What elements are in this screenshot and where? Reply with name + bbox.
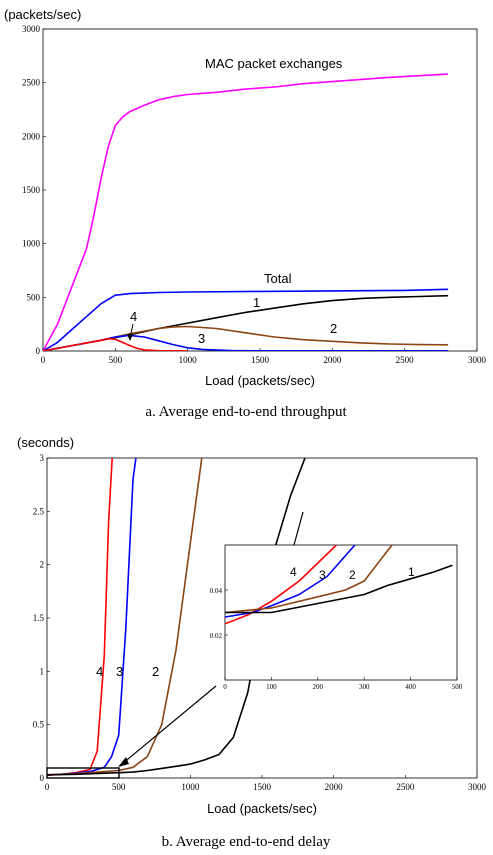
inset-y-tick-label: 0.04 bbox=[210, 587, 223, 595]
throughput-series-line-total bbox=[43, 288, 449, 351]
inset-connector bbox=[293, 511, 304, 546]
inset-y-tick-label: 0.02 bbox=[210, 632, 223, 640]
delay-x-tick-label: 1000 bbox=[181, 782, 200, 792]
total-series-label: Total bbox=[264, 271, 292, 286]
throughput-y-tick-label: 2500 bbox=[22, 78, 41, 88]
throughput-x-tick-label: 2500 bbox=[396, 355, 415, 365]
throughput-y-tick-label: 1500 bbox=[22, 185, 41, 195]
delay-series-line-2 bbox=[47, 458, 203, 776]
inset-x-tick-label: 400 bbox=[405, 683, 416, 691]
inset-label-2: 2 bbox=[349, 568, 356, 582]
delay-series-2-label: 2 bbox=[152, 664, 159, 679]
inset-x-tick-label: 300 bbox=[359, 683, 370, 691]
mac-series-label: MAC packet exchanges bbox=[205, 56, 343, 71]
delay-series-3-label: 3 bbox=[116, 664, 123, 679]
throughput-caption: a. Average end-to-end throughput bbox=[145, 404, 347, 420]
throughput-series bbox=[43, 73, 449, 351]
inset-series bbox=[225, 545, 453, 625]
delay-unit-label: (seconds) bbox=[17, 435, 74, 450]
throughput-series-line-1 bbox=[43, 294, 449, 351]
throughput-x-tick-label: 1500 bbox=[251, 355, 270, 365]
zoom-region-box bbox=[46, 767, 120, 779]
throughput-y-ticks: 0 500 1000 1500 2000 2500 3000 bbox=[22, 24, 46, 356]
delay-y-tick-label: 0 bbox=[40, 773, 45, 783]
throughput-unit-label: (packets/sec) bbox=[4, 7, 81, 22]
delay-x-tick-label: 2500 bbox=[396, 782, 415, 792]
delay-inset-chart: 0 100 200 300 400 500 0.02 0.04 4 3 2 1 bbox=[210, 544, 463, 691]
series-4-pointer-arrowhead bbox=[127, 334, 133, 341]
delay-y-tick-label: 3 bbox=[40, 453, 45, 463]
zoom-arrowhead bbox=[118, 757, 129, 767]
series-4-label: 4 bbox=[130, 309, 137, 324]
throughput-y-tick-label: 1000 bbox=[22, 239, 41, 249]
series-3-label: 3 bbox=[198, 331, 205, 346]
throughput-y-tick-label: 2000 bbox=[22, 131, 41, 141]
inset-x-tick-label: 0 bbox=[223, 683, 227, 691]
inset-x-tick-label: 100 bbox=[266, 683, 277, 691]
delay-y-tick-label: 2 bbox=[40, 560, 45, 570]
delay-x-tick-label: 0 bbox=[45, 782, 50, 792]
throughput-x-tick-label: 2000 bbox=[323, 355, 342, 365]
delay-chart: (seconds) 0 500 1000 1500 2000 2500 3000 00.51… bbox=[17, 435, 487, 850]
throughput-x-tick-label: 1000 bbox=[179, 355, 198, 365]
delay-series-4-label: 4 bbox=[96, 664, 103, 679]
delay-caption: b. Average end-to-end delay bbox=[162, 834, 331, 850]
throughput-x-tick-label: 0 bbox=[41, 355, 46, 365]
zoom-arrow bbox=[121, 685, 217, 765]
throughput-series-line-4 bbox=[43, 337, 188, 351]
delay-y-tick-label: 0.5 bbox=[33, 720, 45, 730]
inset-label-4: 4 bbox=[290, 565, 297, 579]
throughput-x-tick-label: 500 bbox=[109, 355, 123, 365]
inset-x-tick-label: 200 bbox=[313, 683, 324, 691]
delay-y-tick-label: 1.5 bbox=[33, 613, 45, 623]
inset-x-tick-label: 500 bbox=[452, 683, 463, 691]
inset-x-ticks: 0 100 200 300 400 500 bbox=[223, 677, 463, 691]
delay-series-line-4 bbox=[47, 458, 113, 777]
delay-x-tick-label: 500 bbox=[112, 782, 126, 792]
inset-series-line-1 bbox=[225, 564, 453, 614]
throughput-y-tick-label: 0 bbox=[36, 346, 41, 356]
delay-y-ticks: 0 0.5 1 1.5 2 2.5 3 bbox=[33, 453, 50, 783]
inset-series-line-2 bbox=[225, 545, 393, 614]
throughput-series-line-2 bbox=[43, 325, 449, 351]
throughput-series-line-mac-packet-exchanges bbox=[43, 73, 449, 351]
series-1-label: 1 bbox=[253, 295, 260, 310]
delay-x-tick-label: 3000 bbox=[468, 782, 487, 792]
delay-y-tick-label: 2.5 bbox=[33, 506, 45, 516]
delay-x-tick-label: 1500 bbox=[253, 782, 272, 792]
delay-x-axis-label: Load (packets/sec) bbox=[207, 801, 317, 816]
throughput-x-tick-label: 3000 bbox=[468, 355, 487, 365]
throughput-x-axis-label: Load (packets/sec) bbox=[205, 373, 315, 388]
series-2-label: 2 bbox=[330, 321, 337, 336]
inset-series-line-4 bbox=[225, 545, 337, 625]
inset-y-ticks: 0.02 0.04 bbox=[210, 587, 228, 640]
inset-label-3: 3 bbox=[319, 568, 326, 582]
throughput-chart: (packets/sec) 0 500 1000 1500 2000 2500 3000 0… bbox=[4, 7, 487, 420]
delay-y-tick-label: 1 bbox=[40, 666, 45, 676]
delay-x-tick-label: 2000 bbox=[325, 782, 344, 792]
delay-series-line-3 bbox=[47, 458, 137, 776]
inset-label-1: 1 bbox=[408, 565, 415, 579]
throughput-y-tick-label: 500 bbox=[27, 292, 41, 302]
throughput-y-tick-label: 3000 bbox=[22, 24, 41, 34]
